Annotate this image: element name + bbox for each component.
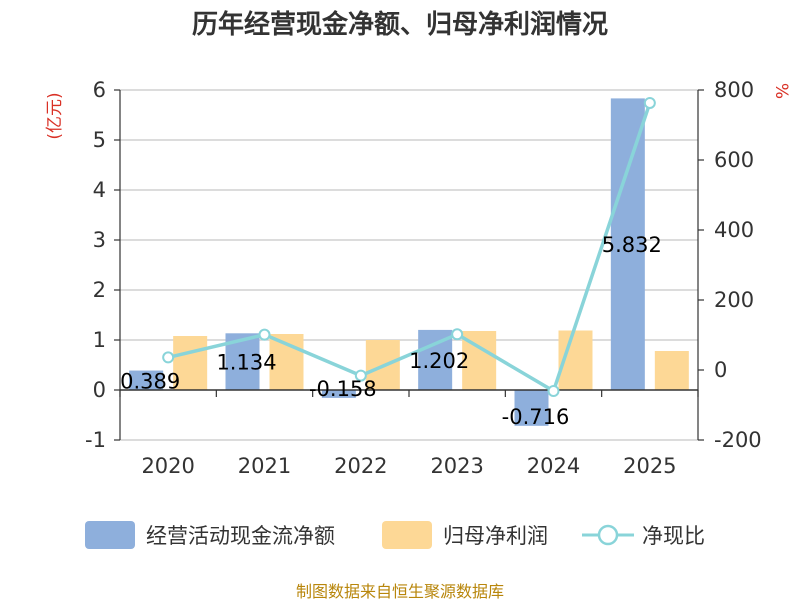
ratio-point xyxy=(451,328,464,341)
legend-label-profit: 归母净利润 xyxy=(443,524,548,548)
ratio-point xyxy=(547,385,560,397)
left-tick-label: 1 xyxy=(93,328,106,352)
left-tick-label: 0 xyxy=(93,378,106,402)
data-label-cash-flow: 5.832 xyxy=(602,233,662,257)
ratio-point xyxy=(162,351,175,364)
right-tick-label: -200 xyxy=(714,428,762,452)
right-tick-label: 600 xyxy=(714,148,754,172)
gridlines xyxy=(120,89,698,441)
right-axis-unit: % xyxy=(771,83,791,99)
ratio-polyline xyxy=(167,102,652,393)
category-label: 2021 xyxy=(238,454,291,478)
tick-labels: -1 0 1 2 3 4 5 6 -200 0 200 400 600 800 2020 2021 2022 20… xyxy=(85,78,762,478)
source-note: 制图数据来自恒生聚源数据库 xyxy=(296,582,504,600)
data-label-cash-flow: 1.134 xyxy=(216,351,276,375)
ratio-point xyxy=(643,96,656,109)
legend-swatch-profit xyxy=(382,521,432,549)
left-axis-unit: (亿元) xyxy=(45,92,65,139)
left-tick-label: 2 xyxy=(93,278,106,302)
data-label-cash-flow: -0.158 xyxy=(309,377,377,401)
ratio-point xyxy=(354,369,367,382)
axes xyxy=(114,89,704,441)
data-labels: 0.389 1.134 -0.158 1.202 -0.716 5.832 xyxy=(120,233,662,429)
legend-label-cash: 经营活动现金流净额 xyxy=(146,524,335,548)
bar-net-profit xyxy=(654,351,689,390)
left-tick-label: 6 xyxy=(93,78,106,102)
right-tick-label: 800 xyxy=(714,78,754,102)
left-tick-label: 4 xyxy=(93,178,106,202)
chart-title: 历年经营现金净额、归母净利润情况 xyxy=(192,9,608,40)
right-tick-label: 200 xyxy=(714,288,754,312)
category-label: 2025 xyxy=(623,454,676,478)
left-tick-label: 3 xyxy=(93,228,106,252)
ratio-point xyxy=(258,328,271,341)
bar-cash-flow xyxy=(321,390,356,398)
left-tick-label: 5 xyxy=(93,128,106,152)
right-tick-label: 400 xyxy=(714,218,754,242)
legend-swatch-ratio-marker xyxy=(597,524,619,546)
ratio-line xyxy=(162,96,656,397)
legend-label-ratio: 净现比 xyxy=(642,524,705,548)
category-label: 2022 xyxy=(334,454,387,478)
bar-cash-flow xyxy=(610,98,645,391)
bar-net-profit xyxy=(173,336,208,390)
left-tick-label: -1 xyxy=(85,428,106,452)
data-label-cash-flow: 0.389 xyxy=(120,369,180,393)
data-label-cash-flow: 1.202 xyxy=(409,349,469,373)
category-label: 2024 xyxy=(527,454,580,478)
legend: 经营活动现金流净额 归母净利润 净现比 xyxy=(85,521,705,549)
data-label-cash-flow: -0.716 xyxy=(502,405,570,429)
category-label: 2023 xyxy=(430,454,483,478)
bars xyxy=(129,98,689,426)
bar-cash-flow xyxy=(129,370,164,390)
category-label: 2020 xyxy=(141,454,194,478)
bar-cash-flow xyxy=(514,390,549,426)
legend-swatch-cash xyxy=(85,521,135,549)
right-tick-label: 0 xyxy=(714,358,727,382)
